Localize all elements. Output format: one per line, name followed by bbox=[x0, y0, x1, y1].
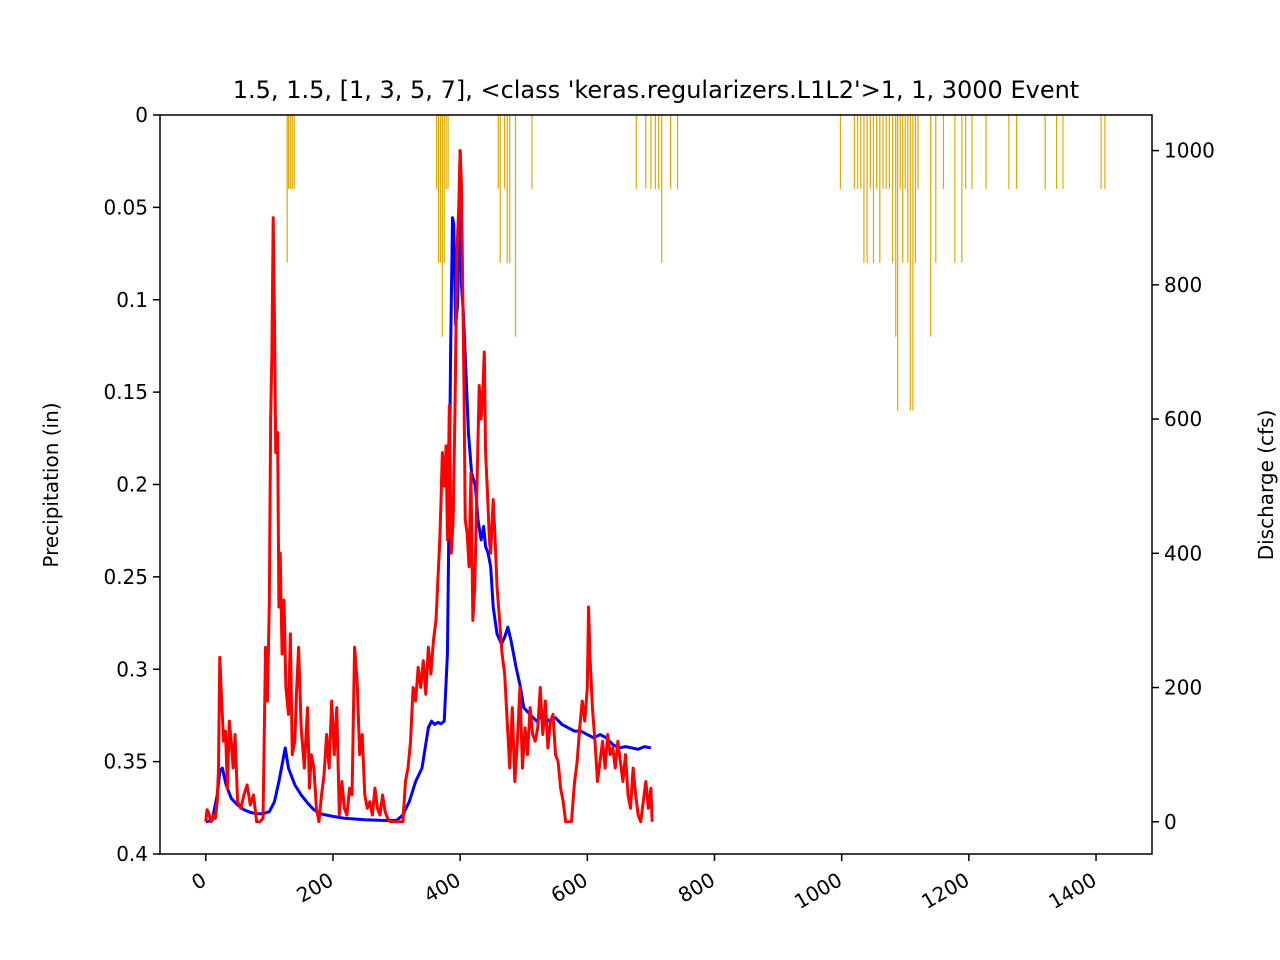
right-y-tick-label-0: 0 bbox=[1164, 810, 1177, 834]
right-y-axis-label: Discharge (cfs) bbox=[1254, 410, 1278, 561]
precip-bar-41 bbox=[895, 115, 897, 337]
precip-bar-1 bbox=[287, 115, 290, 189]
precip-bar-4 bbox=[293, 115, 295, 189]
precip-bar-64 bbox=[1100, 115, 1102, 189]
precip-bar-35 bbox=[876, 115, 878, 189]
precip-bar-11 bbox=[447, 115, 449, 189]
precip-bar-40 bbox=[891, 115, 894, 263]
left-y-tick-label-1: 0.05 bbox=[103, 195, 148, 219]
precip-bar-43 bbox=[899, 115, 901, 189]
left-y-axis: 0 0.05 0.1 0.15 0.2 0.25 0.3 0.35 0.4 bbox=[103, 103, 160, 866]
left-y-tick-label-4: 0.2 bbox=[116, 473, 148, 497]
series-line-1 bbox=[204, 149, 654, 824]
precip-bar-34 bbox=[872, 115, 875, 263]
left-y-tick-label-5: 0.25 bbox=[103, 565, 148, 589]
precip-bar-50 bbox=[917, 115, 919, 189]
precip-bar-33 bbox=[869, 115, 871, 189]
left-y-tick-label-8: 0.4 bbox=[116, 842, 148, 866]
right-y-tick-label-4: 800 bbox=[1164, 273, 1202, 297]
chart-title: 1.5, 1.5, [1, 3, 5, 7], <class 'keras.re… bbox=[233, 76, 1079, 104]
right-y-tick-label-1: 200 bbox=[1164, 676, 1202, 700]
precip-bar-20 bbox=[645, 115, 647, 189]
precip-bar-38 bbox=[885, 115, 887, 189]
left-y-tick-label-3: 0.15 bbox=[103, 380, 148, 404]
right-y-axis: 0 200 400 600 800 1000 bbox=[1152, 139, 1215, 834]
precip-bar-45 bbox=[904, 115, 906, 189]
precip-bar-32 bbox=[866, 115, 868, 263]
precip-bar-52 bbox=[935, 115, 937, 263]
left-y-tick-label-6: 0.3 bbox=[116, 657, 148, 681]
precip-bar-44 bbox=[902, 115, 904, 263]
precip-bar-23 bbox=[657, 115, 660, 189]
precip-bar-62 bbox=[1056, 115, 1058, 189]
precip-bar-29 bbox=[856, 115, 859, 189]
precip-bar-0 bbox=[286, 115, 288, 263]
precip-bar-6 bbox=[437, 115, 440, 263]
precip-bar-25 bbox=[670, 115, 672, 189]
precip-bar-17 bbox=[514, 115, 517, 337]
precip-bar-22 bbox=[654, 115, 656, 189]
precip-bar-2 bbox=[289, 115, 291, 189]
precip-bar-57 bbox=[971, 115, 973, 189]
precip-bar-3 bbox=[291, 115, 293, 189]
precip-bar-56 bbox=[965, 115, 967, 189]
precip-bar-39 bbox=[888, 115, 890, 189]
precip-bar-28 bbox=[853, 115, 855, 189]
precip-bar-10 bbox=[445, 115, 447, 189]
precip-bar-16 bbox=[509, 115, 511, 263]
precip-bar-15 bbox=[506, 115, 508, 263]
precip-bar-47 bbox=[909, 115, 911, 411]
precip-bar-24 bbox=[661, 115, 663, 263]
precip-bar-30 bbox=[860, 115, 862, 189]
precip-bar-8 bbox=[441, 115, 443, 337]
precip-bar-37 bbox=[882, 115, 884, 189]
precip-bar-36 bbox=[879, 115, 881, 263]
precip-bar-61 bbox=[1044, 115, 1046, 189]
precip-bar-51 bbox=[930, 115, 932, 337]
left-y-tick-label-0: 0 bbox=[135, 103, 148, 127]
precip-bar-31 bbox=[863, 115, 865, 263]
precip-bar-55 bbox=[961, 115, 963, 263]
precip-bar-27 bbox=[839, 115, 842, 189]
precip-bar-14 bbox=[504, 115, 506, 189]
precip-bar-12 bbox=[497, 115, 499, 189]
precip-bar-42 bbox=[897, 115, 899, 411]
precip-bar-19 bbox=[635, 115, 637, 189]
precipitation-bars bbox=[286, 115, 1106, 411]
precip-bar-9 bbox=[443, 115, 445, 263]
precip-bar-65 bbox=[1104, 115, 1106, 189]
precip-bar-54 bbox=[954, 115, 956, 263]
right-y-tick-label-2: 400 bbox=[1164, 541, 1202, 565]
precip-bar-48 bbox=[912, 115, 914, 411]
precip-bar-58 bbox=[985, 115, 987, 189]
left-y-tick-label-2: 0.1 bbox=[116, 288, 148, 312]
precip-bar-46 bbox=[907, 115, 909, 263]
right-y-tick-label-3: 600 bbox=[1164, 407, 1202, 431]
precip-bar-53 bbox=[942, 115, 945, 189]
precip-bar-49 bbox=[914, 115, 917, 263]
precip-bar-59 bbox=[1008, 115, 1010, 189]
precip-bar-63 bbox=[1062, 115, 1064, 189]
left-y-tick-label-7: 0.35 bbox=[103, 750, 148, 774]
precip-bar-5 bbox=[436, 115, 438, 189]
precip-bar-21 bbox=[650, 115, 652, 189]
precip-bar-26 bbox=[677, 115, 679, 189]
precip-bar-13 bbox=[499, 115, 501, 263]
precip-bar-18 bbox=[531, 115, 533, 189]
precip-bar-7 bbox=[439, 115, 442, 263]
right-y-tick-label-5: 1000 bbox=[1164, 139, 1215, 163]
left-y-axis-label: Precipitation (in) bbox=[39, 402, 63, 567]
precip-bar-60 bbox=[1015, 115, 1018, 189]
discharge-series bbox=[204, 149, 654, 824]
